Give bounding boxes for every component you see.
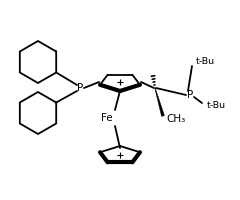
Text: CH₃: CH₃ bbox=[166, 114, 185, 124]
Text: Fe: Fe bbox=[101, 113, 113, 123]
Text: P: P bbox=[77, 83, 83, 93]
Text: P: P bbox=[187, 90, 193, 100]
Polygon shape bbox=[155, 88, 164, 116]
Text: t-Bu: t-Bu bbox=[196, 58, 215, 66]
Text: t-Bu: t-Bu bbox=[207, 100, 226, 110]
